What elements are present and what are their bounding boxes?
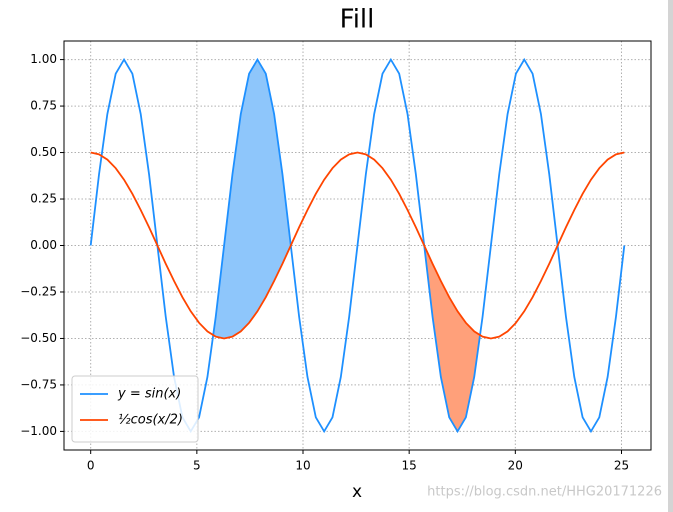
watermark: https://blog.csdn.net/HHG20171226	[427, 485, 662, 500]
y-tick-label: −0.75	[20, 377, 57, 391]
fill-area	[213, 59, 291, 339]
window-edge	[668, 0, 673, 512]
plot-frame	[63, 40, 652, 451]
y-tick-label: 1.00	[30, 52, 57, 66]
x-tick-label: 15	[402, 459, 417, 473]
y-tick-label: −1.00	[20, 424, 57, 438]
series-line	[90, 151, 625, 340]
legend-box	[71, 375, 199, 443]
x-tick-label: 20	[508, 459, 523, 473]
x-axis-label: x	[352, 482, 362, 502]
x-tick-label: 5	[193, 459, 201, 473]
x-tick-label: 10	[295, 459, 310, 473]
y-tick-label: −0.25	[20, 284, 57, 298]
y-tick-label: 0.75	[30, 99, 57, 113]
y-tick-label: 0.25	[30, 192, 57, 206]
y-tick-label: −0.50	[20, 331, 57, 345]
x-tick-label: 0	[87, 459, 95, 473]
chart-title: Fill	[340, 5, 375, 35]
y-tick-label: 0.50	[30, 145, 57, 159]
x-tick-label: 25	[614, 459, 629, 473]
legend-label: y = sin(x)	[117, 387, 181, 402]
legend-label: ½cos(x/2)	[118, 413, 183, 428]
fill-area	[424, 245, 481, 432]
y-tick-label: 0.00	[30, 238, 57, 252]
